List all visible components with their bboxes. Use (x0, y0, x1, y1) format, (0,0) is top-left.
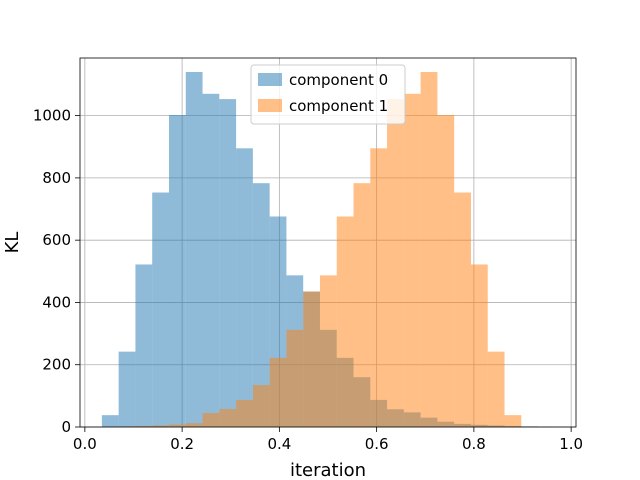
legend-box (250, 64, 406, 125)
bar-component-1 (504, 415, 522, 427)
y-axis-ticks: 0 200 400 600 800 1000 (33, 107, 80, 436)
y-axis-label: KL (2, 232, 23, 254)
bar-component-0 (101, 415, 119, 427)
bar-component-0 (135, 264, 153, 427)
bar-component-0 (202, 93, 220, 428)
x-tick-label: 0.8 (462, 435, 486, 453)
legend: component 0 component 1 (250, 64, 406, 125)
bar-component-1 (454, 192, 471, 427)
bar-component-1 (202, 412, 220, 427)
y-tick-label: 1000 (33, 107, 71, 125)
bar-component-0 (168, 114, 186, 428)
bar-component-1 (286, 329, 304, 427)
x-axis-label: iteration (290, 460, 366, 480)
legend-label-component-1: component 1 (289, 97, 388, 115)
bar-component-1 (437, 114, 455, 428)
y-tick-label: 600 (42, 231, 71, 249)
bar-component-1 (420, 72, 438, 427)
bar-component-1 (336, 216, 354, 427)
y-tick-label: 400 (42, 293, 71, 311)
y-tick-label: 200 (42, 356, 71, 374)
legend-label-component-0: component 0 (289, 71, 388, 89)
bar-component-1 (403, 93, 421, 428)
bar-component-1 (168, 424, 186, 427)
x-tick-label: 0.0 (73, 435, 97, 453)
bar-component-1 (252, 384, 270, 427)
bar-component-0 (118, 351, 136, 427)
bar-component-0 (252, 183, 270, 427)
bar-component-1 (387, 99, 404, 428)
bar-component-1 (353, 183, 371, 427)
axes-frame (79, 57, 577, 428)
legend-swatch-component-0 (258, 73, 282, 86)
bar-component-1 (470, 264, 488, 427)
bar-component-1 (236, 399, 253, 427)
bar-component-1 (370, 148, 388, 427)
x-tick-label: 0.4 (267, 435, 291, 453)
bar-component-0 (236, 148, 253, 427)
x-axis-ticks: 0.0 0.2 0.4 0.6 0.8 1.0 (73, 427, 583, 453)
bar-component-0 (185, 72, 203, 427)
bar-component-1 (152, 425, 169, 427)
bar-component-1 (303, 291, 320, 427)
bar-component-0 (152, 192, 169, 427)
bars (101, 72, 555, 428)
x-tick-label: 0.6 (365, 435, 389, 453)
y-tick-label: 0 (61, 418, 71, 436)
bar-component-0 (219, 99, 237, 428)
bar-component-1 (269, 357, 287, 427)
bar-component-1 (185, 423, 203, 427)
x-tick-label: 1.0 (559, 435, 583, 453)
bar-component-1 (135, 426, 153, 427)
bar-component-1 (219, 408, 237, 427)
legend-swatch-component-1 (258, 99, 282, 112)
y-tick-label: 800 (42, 169, 71, 187)
x-tick-label: 0.2 (170, 435, 194, 453)
bar-component-1 (487, 351, 505, 427)
bar-component-1 (319, 275, 337, 427)
